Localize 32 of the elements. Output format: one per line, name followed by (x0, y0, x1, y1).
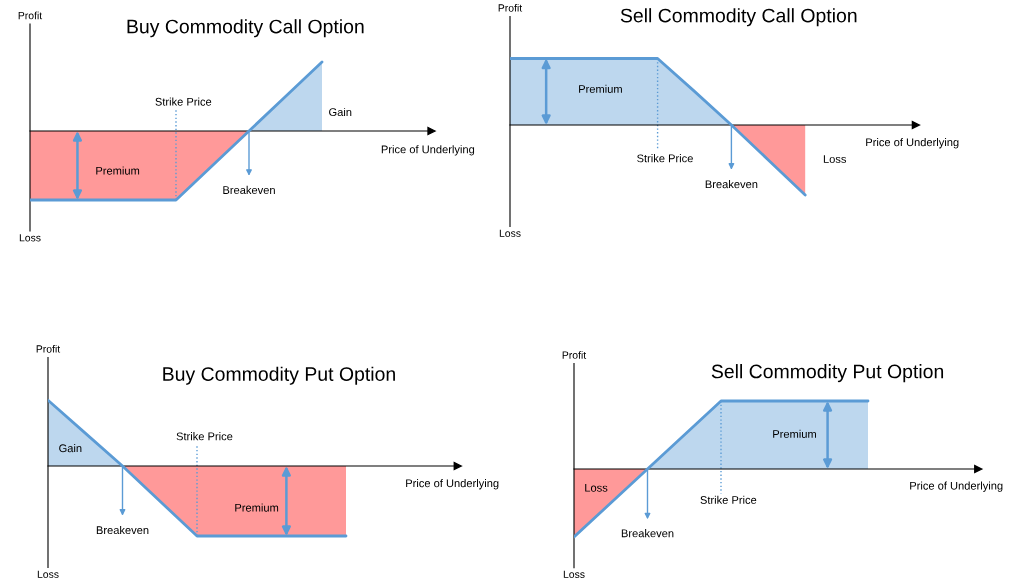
x-axis-title: Price of Underlying (866, 138, 959, 149)
chart-title: Sell Commodity Call Option (620, 8, 857, 27)
text: Loss (823, 155, 847, 163)
text: Profit (498, 3, 523, 12)
text: Loss (499, 229, 521, 237)
text: Profit (36, 344, 61, 353)
annotation: Premium (579, 84, 622, 93)
chart-title: Buy Commodity Call Option (127, 19, 364, 38)
annotation: Gain (329, 107, 352, 117)
annotation: Premium (773, 429, 816, 438)
text: Profit (562, 351, 587, 359)
x-axis-title: Price of Underlying (406, 479, 499, 490)
annotation: Strike Price (637, 154, 693, 163)
annotation: Breakeven (621, 529, 674, 538)
text: Loss (37, 570, 59, 578)
annotation: Breakeven (705, 180, 758, 189)
x-axis-title: Price of Underlying (381, 145, 475, 156)
annotation: Strike Price (700, 495, 757, 504)
text: Profit (18, 11, 43, 20)
annotation: Strike Price (176, 432, 233, 441)
annotation: Strike Price (155, 97, 212, 106)
annotation: Breakeven (223, 185, 275, 195)
annotation: Loss (585, 483, 608, 492)
chart-title: Sell Commodity Put Option (711, 364, 944, 383)
annotation: Breakeven (96, 525, 149, 535)
annotation: Gain (59, 444, 82, 453)
annotation: Premium (96, 166, 140, 175)
text: Loss (563, 570, 585, 578)
annotation: Premium (235, 503, 279, 512)
chart-title: Buy Commodity Put Option (163, 366, 395, 385)
text: Loss (19, 234, 41, 242)
x-axis-title: Price of Underlying (910, 481, 1003, 492)
